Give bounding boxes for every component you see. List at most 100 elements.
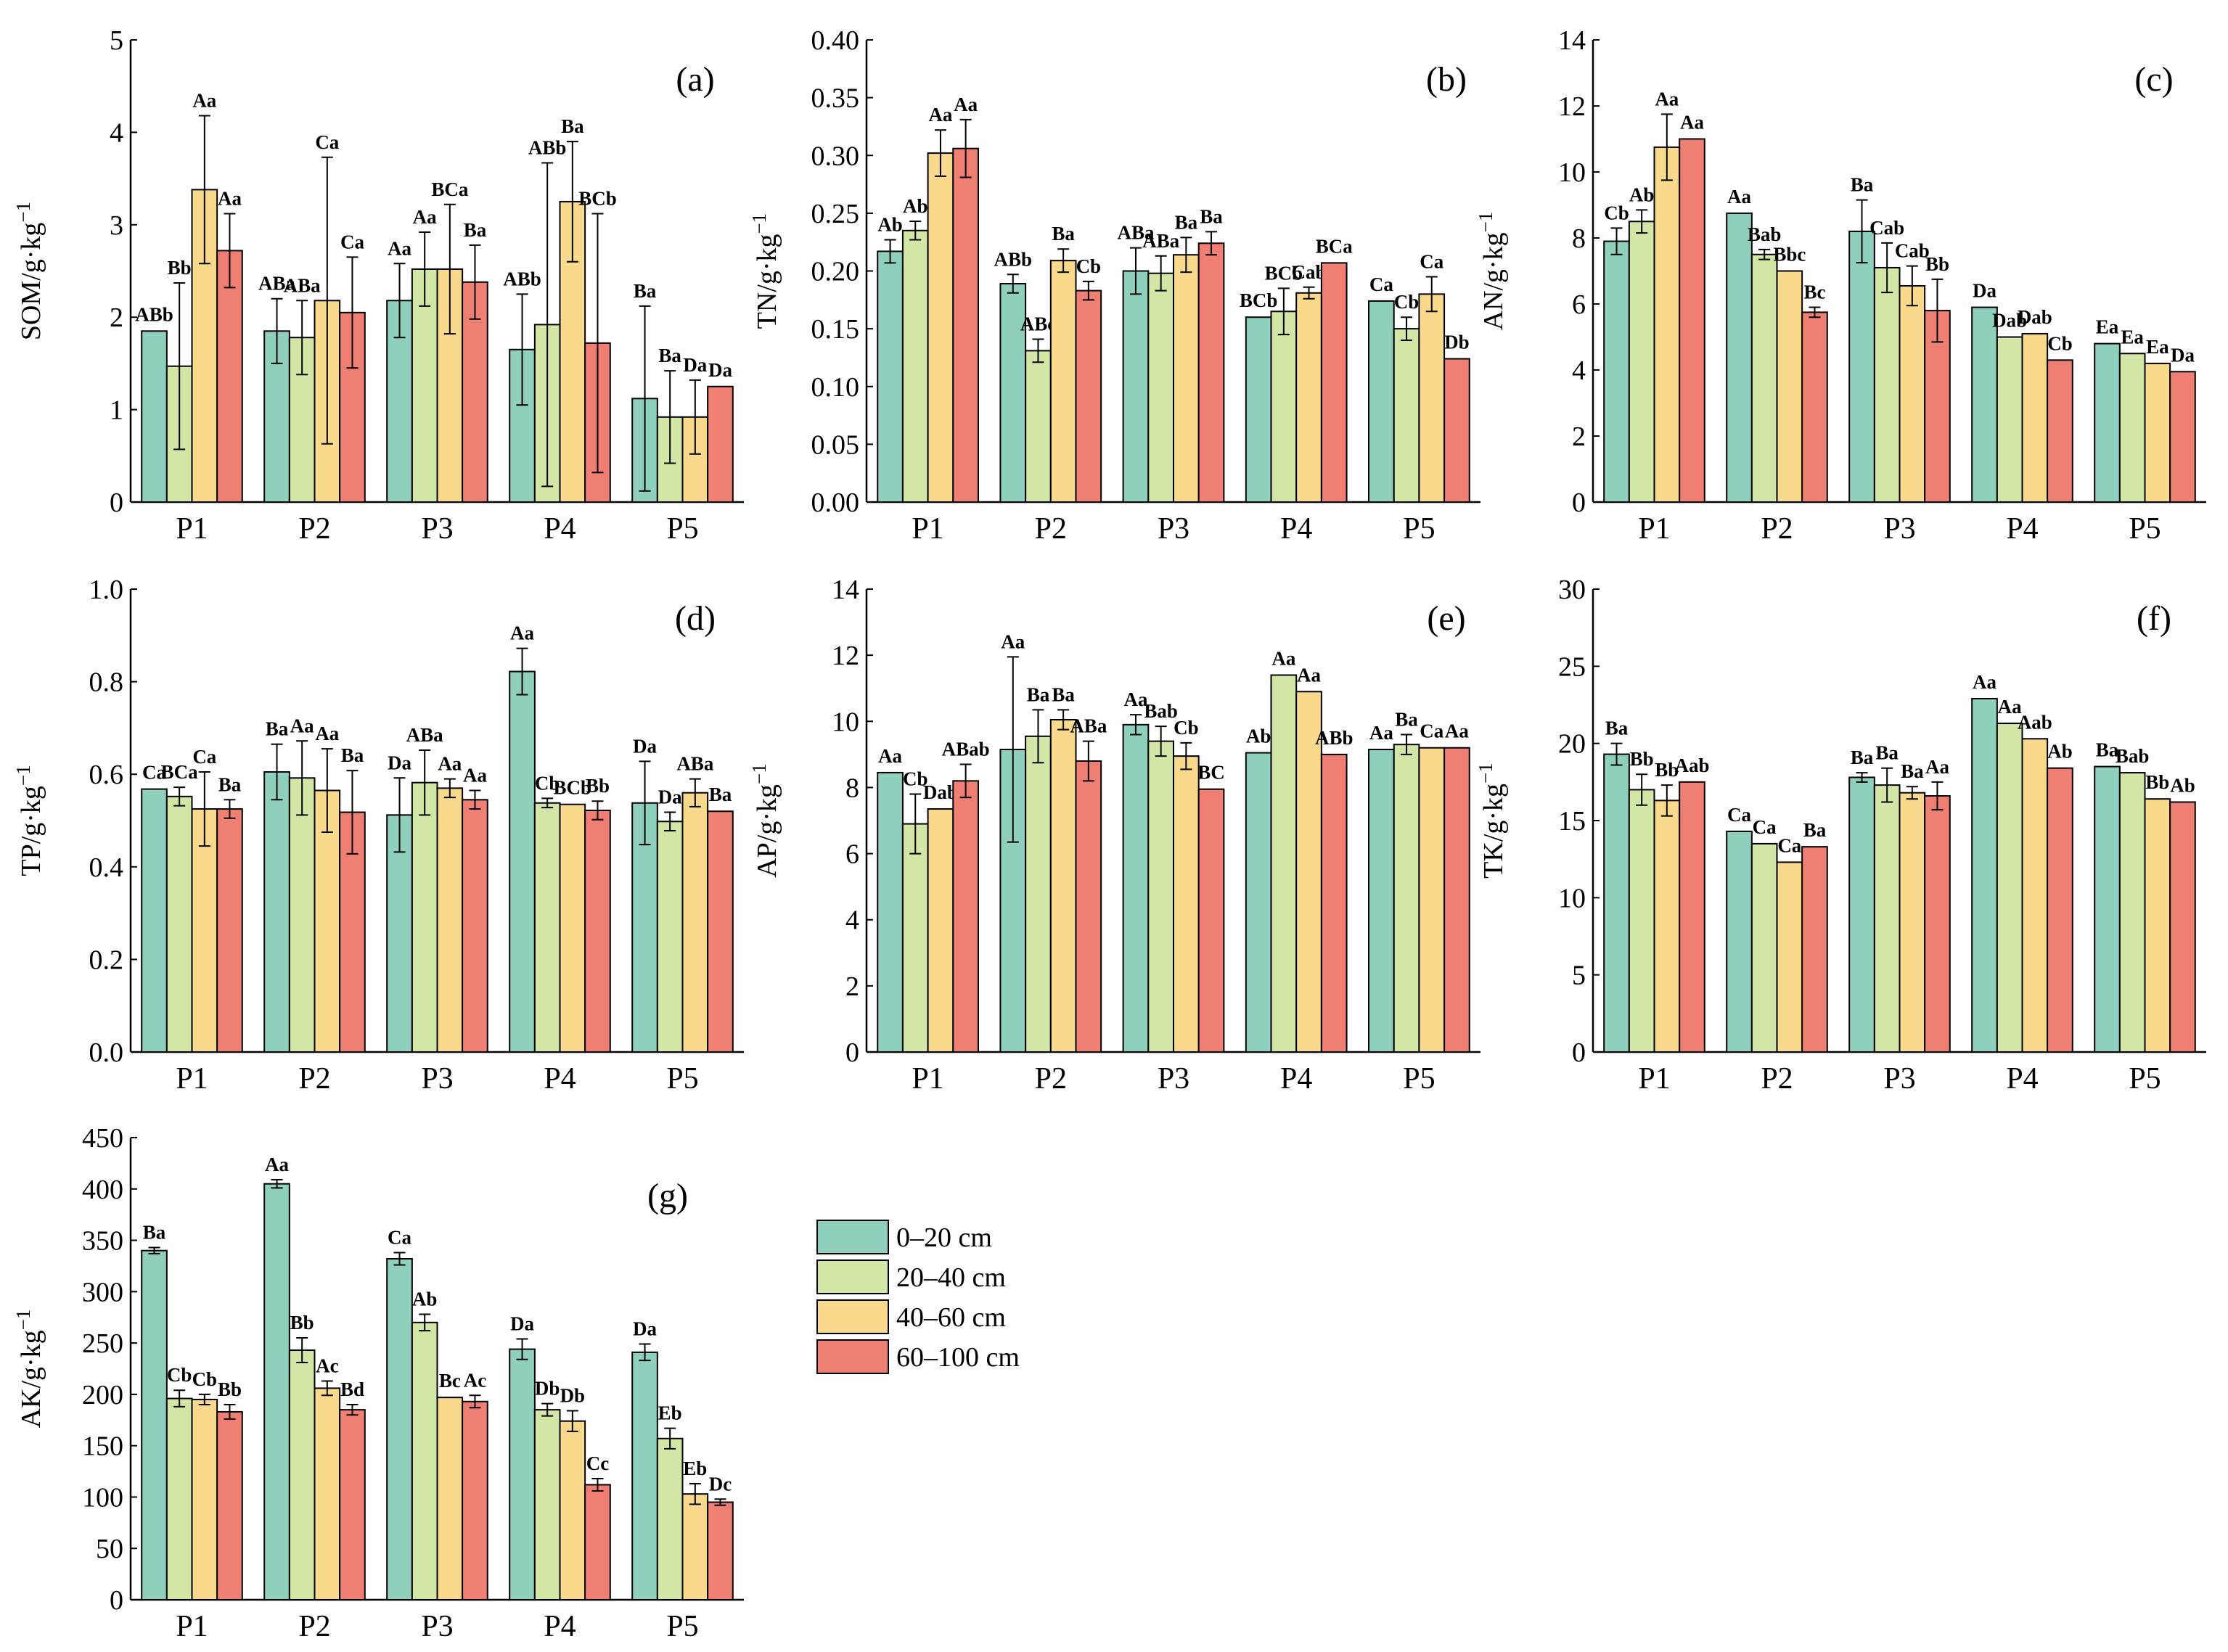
- bar: [1025, 735, 1052, 1053]
- bar: [901, 823, 929, 1053]
- legend: 0–20 cm 20–40 cm 40–60 cm 60–100 cm: [816, 1220, 1020, 1374]
- significance-label: Ba: [1175, 211, 1198, 233]
- significance-label: Ba: [1052, 683, 1075, 705]
- y-axis-title: AN/g·kg−1: [1475, 212, 1509, 331]
- y-tick-label: 0.2: [89, 945, 124, 975]
- bar: [1418, 293, 1446, 503]
- significance-label: ABb: [994, 248, 1033, 270]
- y-tick-label: 10: [832, 707, 859, 737]
- significance-label: Bb: [290, 1312, 314, 1333]
- significance-label: Eb: [658, 1402, 682, 1424]
- bar: [1653, 146, 1681, 503]
- bar: [1873, 784, 1901, 1053]
- significance-label: Da: [683, 354, 707, 376]
- x-tick-label: P4: [1280, 1062, 1312, 1096]
- significance-label: Ab: [1629, 184, 1655, 205]
- bar: [1628, 789, 1655, 1053]
- y-tick-label: 0.6: [89, 760, 124, 790]
- bar: [288, 1349, 316, 1601]
- significance-label: Dab: [923, 781, 958, 803]
- significance-label: Ba: [464, 219, 487, 241]
- significance-label: Ba: [341, 744, 364, 766]
- x-tick-label: P2: [1035, 1062, 1067, 1096]
- bar: [2144, 362, 2171, 503]
- bar: [1996, 336, 2023, 503]
- x-tick-label: P5: [666, 1610, 698, 1643]
- bar: [1173, 254, 1200, 503]
- y-tick-label: 20: [1558, 729, 1586, 760]
- x-tick-label: P2: [298, 1610, 330, 1643]
- bar: [1173, 755, 1200, 1053]
- significance-label: Bb: [586, 775, 610, 797]
- bar: [1295, 691, 1322, 1053]
- bar: [1603, 753, 1630, 1053]
- significance-label: Cb: [1174, 717, 1199, 739]
- y-axis-title: SOM/g·kg−1: [12, 202, 46, 340]
- bar: [1320, 262, 1348, 503]
- y-tick-label: 2: [845, 971, 859, 1002]
- significance-label: Cab: [1895, 240, 1930, 262]
- significance-label: Da: [2171, 344, 2195, 366]
- bar: [1320, 753, 1348, 1053]
- bar: [1679, 781, 1705, 1053]
- significance-label: Cab: [1292, 261, 1327, 283]
- significance-label: Ba: [1851, 747, 1874, 768]
- y-axis-title: TK/g·kg−1: [1475, 763, 1509, 879]
- significance-label: Cb: [1604, 202, 1629, 223]
- significance-label: ABa: [406, 724, 444, 746]
- significance-label: Bb: [2145, 771, 2169, 793]
- bar: [1776, 861, 1803, 1053]
- y-tick-label: 0.00: [811, 488, 860, 518]
- y-tick-label: 400: [82, 1175, 123, 1205]
- legend-label-1: 20–40 cm: [896, 1262, 1006, 1293]
- y-axis-title: TN/g·kg−1: [748, 213, 782, 329]
- chart-0: 012345SOM/g·kg−1(a)P1ABbBbAaAaP2ABaABaCa…: [12, 25, 744, 546]
- bar: [165, 1397, 193, 1601]
- bar: [1750, 253, 1778, 503]
- bar: [411, 1321, 438, 1601]
- x-tick-label: P4: [2006, 512, 2038, 546]
- bar: [1049, 260, 1077, 503]
- significance-label: Ca: [192, 746, 216, 768]
- legend-swatch-0: [816, 1220, 889, 1254]
- x-tick-label: P5: [1403, 512, 1435, 546]
- bar: [952, 147, 979, 503]
- significance-label: BC: [1197, 762, 1225, 784]
- significance-label: Ca: [142, 762, 166, 784]
- bar: [314, 789, 341, 1053]
- legend-swatch-1: [816, 1259, 889, 1294]
- x-tick-label: P3: [421, 1610, 453, 1643]
- significance-label: Dc: [709, 1473, 732, 1495]
- bar: [263, 771, 290, 1053]
- panel-label: (e): [1427, 599, 1465, 638]
- bar: [2118, 353, 2146, 503]
- significance-label: Aab: [2018, 711, 2052, 733]
- x-tick-label: P4: [544, 1610, 576, 1643]
- y-tick-label: 30: [1558, 575, 1586, 605]
- bar: [707, 1501, 734, 1600]
- bar: [509, 1348, 536, 1601]
- bar: [191, 808, 218, 1053]
- chart-2: 02468101214AN/g·kg−1(c)P1CbAbAaAaP2AaBab…: [1475, 25, 2206, 546]
- significance-label: BCa: [161, 761, 199, 783]
- significance-label: Aa: [463, 765, 487, 786]
- significance-label: Bb: [218, 1378, 242, 1400]
- y-tick-label: 0.30: [811, 141, 860, 171]
- significance-label: Aa: [1297, 664, 1321, 686]
- significance-label: ABb: [503, 268, 541, 289]
- significance-label: Cb: [535, 772, 560, 794]
- significance-label: ABa: [258, 273, 296, 295]
- x-tick-label: P1: [912, 512, 943, 546]
- bar: [559, 803, 586, 1053]
- bar: [927, 152, 954, 503]
- bar: [141, 788, 168, 1053]
- significance-label: Aa: [1680, 112, 1704, 133]
- significance-label: Ab: [903, 195, 928, 217]
- significance-label: Ca: [1420, 250, 1443, 272]
- significance-label: Bc: [439, 1370, 461, 1392]
- y-tick-label: 0: [110, 1585, 123, 1616]
- significance-label: Ab: [412, 1288, 438, 1310]
- significance-label: ABa: [1070, 715, 1107, 737]
- panel-label: (b): [1426, 60, 1467, 99]
- x-tick-label: P1: [1638, 1062, 1670, 1096]
